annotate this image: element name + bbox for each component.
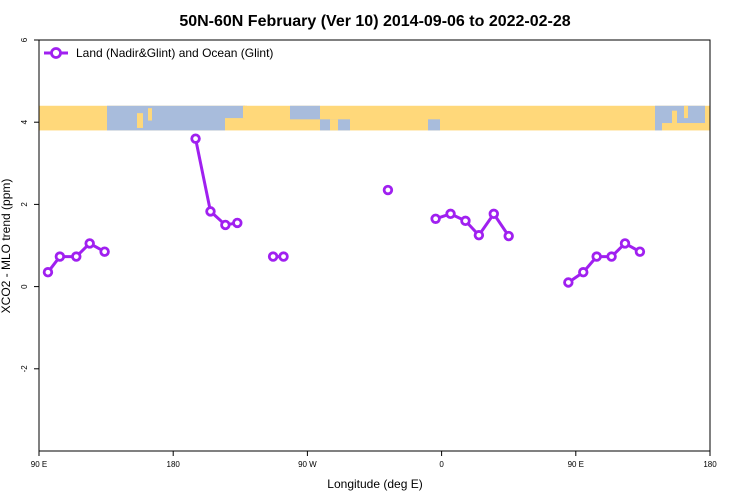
y-axis: -2 0 2 4 6 — [20, 37, 39, 372]
map-ocean-region — [662, 105, 705, 124]
x-tick-label: 90 E — [568, 460, 584, 469]
y-tick-label: 4 — [20, 119, 29, 124]
data-point — [205, 206, 216, 217]
x-axis: 90 E 180 90 W 0 90 E 180 — [31, 451, 717, 469]
world-map-band — [39, 105, 710, 131]
series-layer — [42, 133, 646, 288]
data-point — [634, 246, 646, 257]
series-line — [567, 241, 641, 284]
data-point — [488, 208, 499, 220]
data-point — [190, 133, 201, 144]
map-land-region — [243, 105, 247, 119]
x-tick-label: 0 — [439, 460, 444, 469]
data-point — [54, 251, 66, 262]
data-point — [563, 277, 574, 288]
data-point — [71, 251, 82, 262]
map-land-region — [330, 119, 338, 131]
data-point — [42, 267, 54, 278]
map-ocean-region — [655, 105, 662, 131]
map-land-region — [672, 110, 677, 126]
map-ocean-region — [180, 105, 225, 131]
x-tick-label: 90 E — [31, 460, 47, 469]
map-ocean-region — [428, 119, 440, 131]
map-land-region — [148, 108, 152, 121]
data-point — [84, 238, 95, 249]
y-tick-label: -2 — [20, 365, 29, 373]
plot-frame — [38, 39, 711, 452]
data-point — [460, 215, 471, 227]
series-line — [194, 138, 238, 227]
data-point — [606, 251, 617, 262]
map-land-region — [684, 105, 688, 119]
x-axis-label: Longitude (deg E) — [327, 477, 422, 491]
data-point — [619, 238, 631, 249]
y-axis-label: XCO2 - MLO trend (ppm) — [0, 179, 13, 314]
map-ocean-region — [225, 105, 245, 119]
map-land-region — [353, 120, 357, 130]
data-point — [591, 251, 602, 262]
data-point — [473, 230, 485, 241]
y-tick-label: 2 — [20, 202, 29, 207]
y-tick-label: 6 — [20, 37, 29, 42]
map-land-region — [137, 113, 143, 128]
data-point — [430, 213, 441, 224]
data-point — [382, 184, 394, 196]
data-point — [232, 217, 243, 229]
x-tick-label: 180 — [703, 460, 717, 469]
data-point — [220, 219, 231, 231]
map-ocean-region — [107, 105, 180, 131]
map-ocean-region — [290, 105, 320, 120]
legend-marker — [50, 47, 62, 59]
chart-title: 50N-60N February (Ver 10) 2014-09-06 to … — [179, 13, 570, 30]
x-tick-label: 90 W — [298, 460, 317, 469]
x-tick-label: 180 — [167, 460, 181, 469]
data-point — [99, 246, 110, 257]
data-point — [503, 230, 514, 242]
y-tick-label: 0 — [20, 284, 29, 289]
data-point — [578, 267, 589, 278]
data-point — [278, 251, 289, 262]
legend-label: Land (Nadir&Glint) and Ocean (Glint) — [76, 46, 273, 60]
legend: Land (Nadir&Glint) and Ocean (Glint) — [44, 46, 273, 60]
data-point — [267, 251, 279, 262]
data-point — [445, 208, 456, 220]
